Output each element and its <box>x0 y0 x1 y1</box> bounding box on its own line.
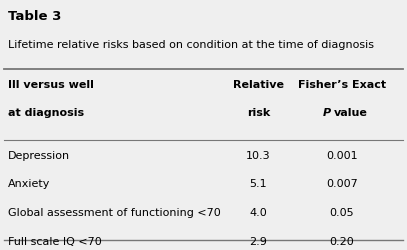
Text: Relative: Relative <box>233 80 284 90</box>
Text: risk: risk <box>247 108 270 118</box>
Text: 0.001: 0.001 <box>326 150 358 160</box>
Text: at diagnosis: at diagnosis <box>8 108 84 118</box>
Text: Fisher’s Exact: Fisher’s Exact <box>298 80 386 90</box>
Text: Ill versus well: Ill versus well <box>8 80 94 90</box>
Text: 0.007: 0.007 <box>326 179 358 189</box>
Text: 4.0: 4.0 <box>249 208 267 218</box>
Text: Anxiety: Anxiety <box>8 179 50 189</box>
Text: 0.05: 0.05 <box>330 208 354 218</box>
Text: value: value <box>334 108 368 118</box>
Text: 5.1: 5.1 <box>249 179 267 189</box>
Text: Table 3: Table 3 <box>8 10 61 23</box>
Text: Full scale IQ <70: Full scale IQ <70 <box>8 236 102 246</box>
Text: 10.3: 10.3 <box>246 150 271 160</box>
Text: 2.9: 2.9 <box>249 236 267 246</box>
Text: 0.20: 0.20 <box>330 236 354 246</box>
Text: Depression: Depression <box>8 150 70 160</box>
Text: Lifetime relative risks based on condition at the time of diagnosis: Lifetime relative risks based on conditi… <box>8 40 374 50</box>
Text: P: P <box>322 108 330 118</box>
Text: Global assessment of functioning <70: Global assessment of functioning <70 <box>8 208 221 218</box>
